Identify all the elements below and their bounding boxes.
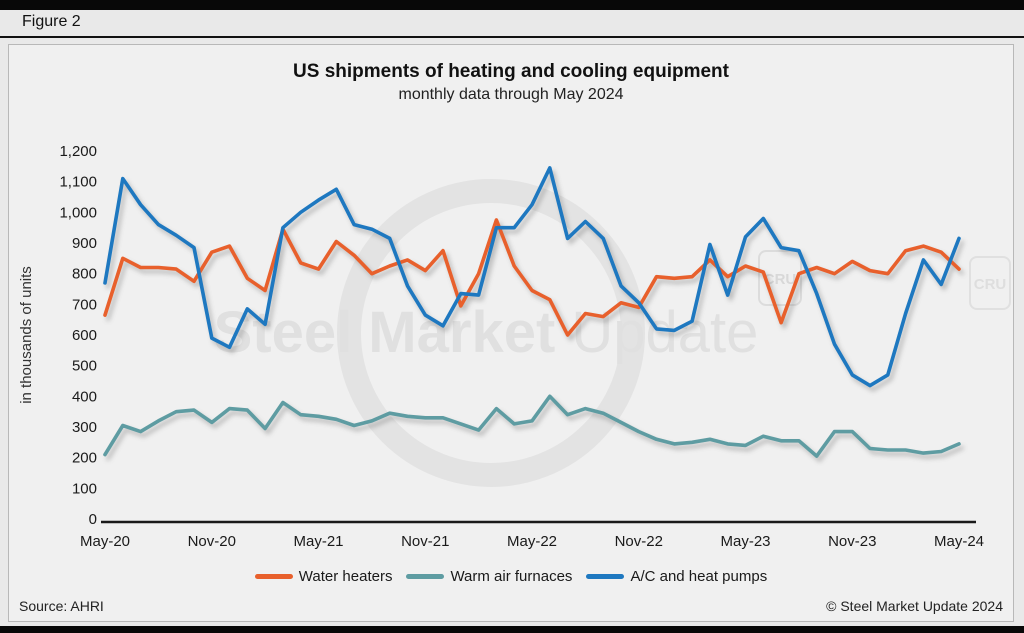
chart-subtitle: monthly data through May 2024 <box>398 86 624 103</box>
series-line-a-c-and-heat-pumps <box>103 166 961 388</box>
watermark: Steel Market Update CRU CRU <box>214 179 1011 487</box>
x-axis-ticks: May-20 Nov-20 May-21 Nov-21 May-22 Nov-22 May-… <box>80 533 984 550</box>
x-tick-label: May-21 <box>293 533 343 550</box>
y-tick-label: 900 <box>72 235 97 252</box>
watermark-text: Steel Market Update <box>214 300 759 365</box>
x-tick-label: Nov-23 <box>828 533 876 550</box>
y-tick-label: 700 <box>72 296 97 313</box>
legend-item-ac-heat-pumps: A/C and heat pumps <box>586 568 767 585</box>
series-line-water-heaters <box>103 218 961 337</box>
y-tick-label: 1,000 <box>59 204 97 221</box>
chart-legend: Water heaters Warm air furnaces A/C and … <box>9 568 1013 585</box>
copyright-note: © Steel Market Update 2024 <box>826 598 1003 614</box>
cru-logo-watermark: CRU CRU <box>758 250 1011 310</box>
y-tick-label: 1,100 <box>59 174 97 191</box>
series-line-warm-air-furnaces <box>103 394 961 458</box>
ac-heat-pumps-swatch-icon <box>586 574 625 579</box>
legend-label: Warm air furnaces <box>450 568 573 585</box>
bottom-black-bar <box>0 626 1024 633</box>
chart-panel: Steel Market Update CRU CRU 0 100 200 300 400 50… <box>8 44 1014 622</box>
header-divider <box>0 36 1024 38</box>
top-black-bar <box>0 0 1024 10</box>
x-tick-label: May-24 <box>934 533 984 550</box>
x-tick-label: May-20 <box>80 533 130 550</box>
svg-text:CRU: CRU <box>974 276 1007 293</box>
water-heaters-swatch-icon <box>254 574 293 579</box>
source-note: Source: AHRI <box>19 598 104 614</box>
x-tick-label: May-23 <box>720 533 770 550</box>
legend-label: Water heaters <box>298 568 393 585</box>
y-tick-label: 300 <box>72 419 97 436</box>
x-tick-label: Nov-22 <box>615 533 663 550</box>
y-tick-label: 1,200 <box>59 143 97 160</box>
x-tick-label: Nov-21 <box>401 533 449 550</box>
svg-text:CRU: CRU <box>764 271 797 288</box>
y-axis-ticks: 0 100 200 300 400 500 600 700 800 900 1,000 1,100 1,… <box>59 143 97 528</box>
legend-item-warm-air-furnaces: Warm air furnaces <box>406 568 572 585</box>
y-tick-label: 500 <box>72 358 97 375</box>
warm-air-furnaces-swatch-icon <box>406 574 445 579</box>
series-lines <box>103 166 961 458</box>
panel-footer: Source: AHRI © Steel Market Update 2024 <box>9 598 1013 620</box>
figure-label: Figure 2 <box>22 13 81 30</box>
y-tick-label: 400 <box>72 388 97 405</box>
y-tick-label: 600 <box>72 327 97 344</box>
y-tick-label: 0 <box>89 511 97 528</box>
legend-item-water-heaters: Water heaters <box>254 568 393 585</box>
y-axis-title: in thousands of units <box>18 266 35 404</box>
y-tick-label: 800 <box>72 266 97 283</box>
y-tick-label: 100 <box>72 480 97 497</box>
x-tick-label: May-22 <box>507 533 557 550</box>
chart-title: US shipments of heating and cooling equi… <box>293 61 729 82</box>
line-chart: Steel Market Update CRU CRU 0 100 200 300 400 50… <box>18 143 1011 550</box>
x-tick-label: Nov-20 <box>188 533 236 550</box>
legend-label: A/C and heat pumps <box>630 568 768 585</box>
y-tick-label: 200 <box>72 450 97 467</box>
